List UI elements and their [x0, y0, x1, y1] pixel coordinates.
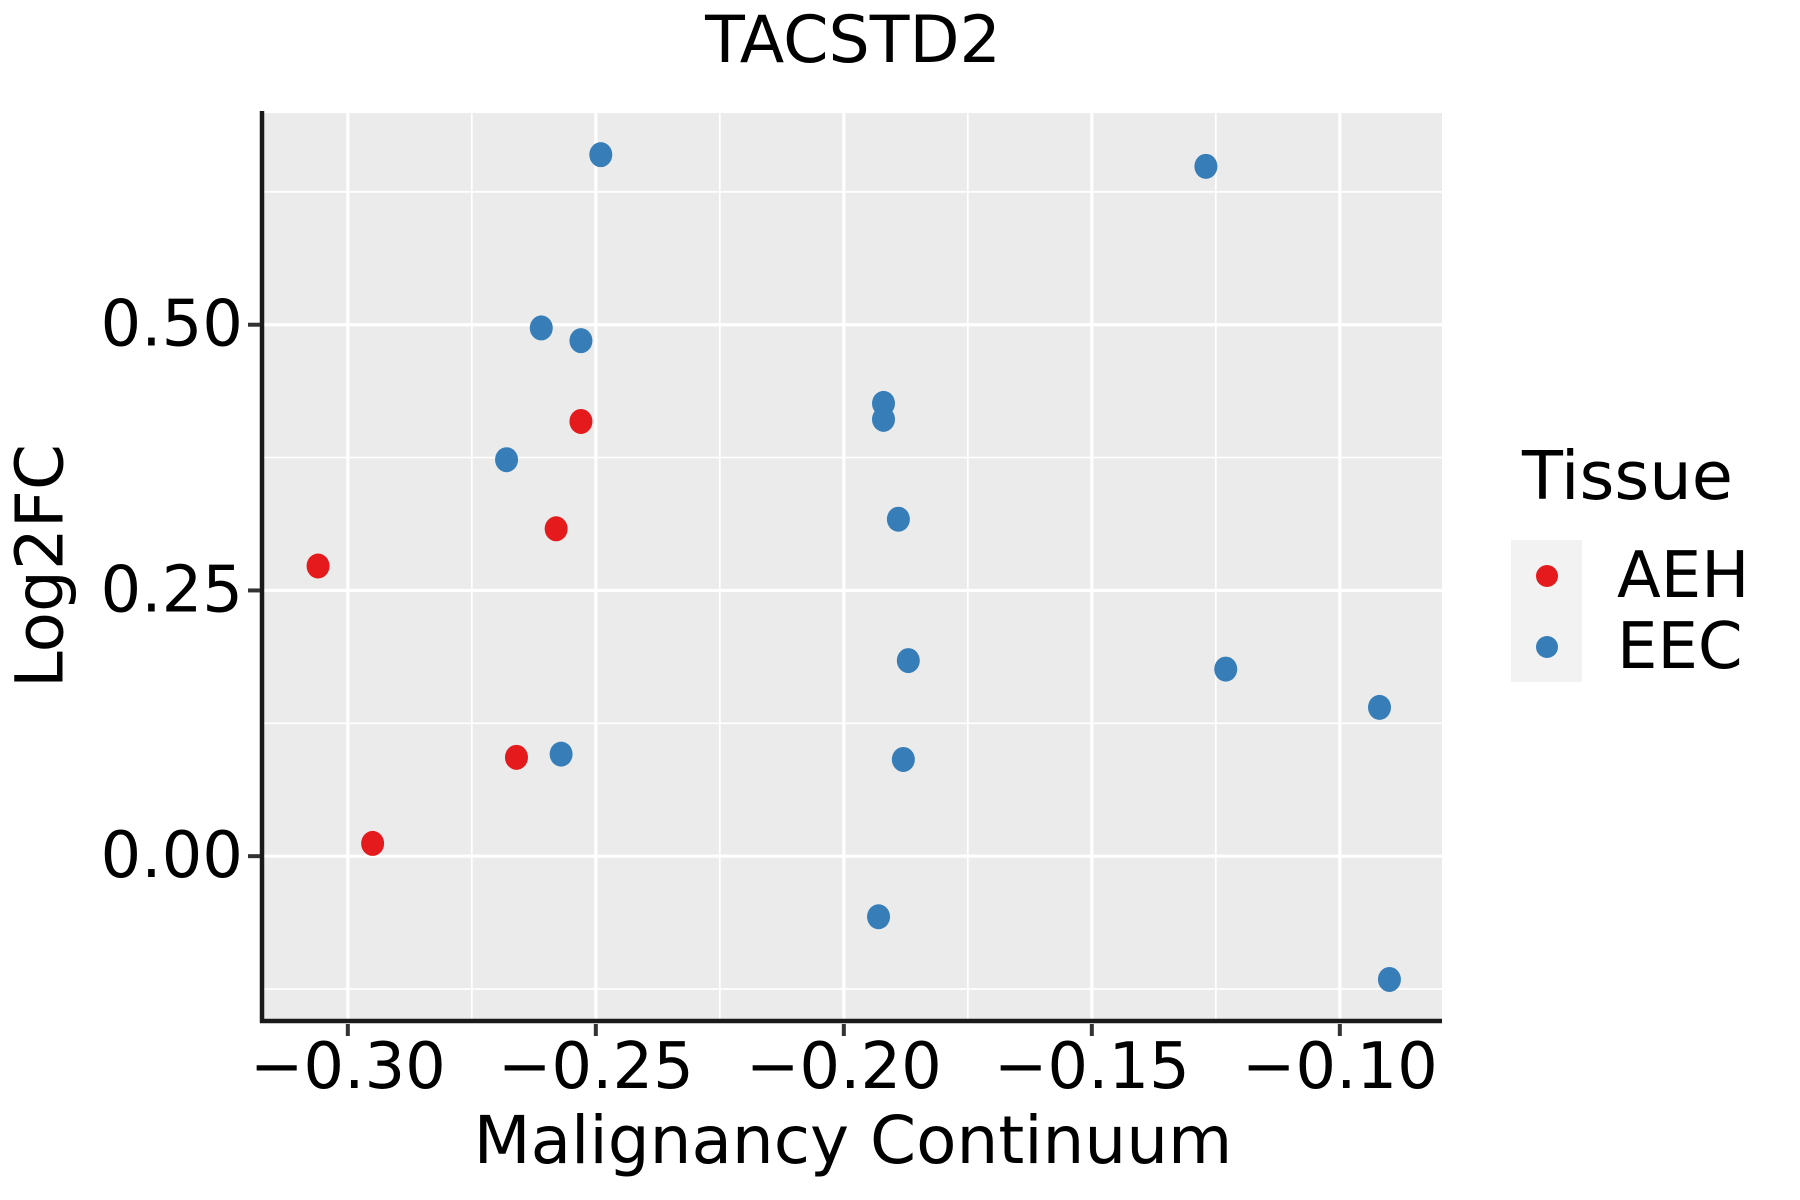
tick-marks — [248, 322, 1342, 1036]
scatter-point-aeh — [306, 553, 330, 579]
scatter-point-eec — [569, 328, 593, 354]
y-tick-label: 0.00 — [101, 819, 244, 893]
axes — [259, 111, 1442, 1024]
scatter-point-aeh — [569, 408, 593, 434]
panel-background — [264, 113, 1442, 1019]
plot-title: TACSTD2 — [705, 3, 1001, 78]
aeh-point-icon — [1535, 564, 1558, 587]
x-tick-label: −0.25 — [498, 1030, 694, 1104]
grid-major — [264, 113, 1442, 1019]
scatter-point-eec — [867, 904, 891, 930]
x-tick-label: −0.10 — [1242, 1030, 1438, 1104]
scatter-point-eec — [529, 315, 553, 341]
scatter-point-eec — [549, 741, 573, 767]
scatter-point-eec — [1377, 966, 1401, 992]
legend-entry-eec: EEC — [1511, 609, 1749, 684]
x-tick-label: −0.30 — [250, 1030, 446, 1104]
scatter-point-eec — [1368, 694, 1392, 720]
legend-title: Tissue — [1522, 437, 1733, 515]
x-tick-label: −0.20 — [746, 1030, 942, 1104]
x-tick-label: −0.15 — [994, 1030, 1190, 1104]
tick-labels: −0.30 −0.25 −0.20 −0.15 −0.10 0.00 0.25 0.50 — [101, 288, 1438, 1104]
scatter-point-eec — [1194, 153, 1218, 179]
legend-key-swatch-eec — [1511, 611, 1582, 682]
y-axis-title: Log2FC — [1, 444, 79, 688]
scatter-point-eec — [589, 142, 613, 168]
legend-key-swatch-aeh — [1511, 540, 1582, 611]
scatter-point-eec — [886, 506, 910, 532]
y-tick-label: 0.25 — [101, 553, 244, 627]
scatter-point-eec — [891, 746, 915, 772]
grid-minor — [264, 113, 1442, 1019]
series-aeh — [306, 408, 593, 856]
series-eec — [495, 142, 1401, 992]
x-axis-title: Malignancy Continuum — [473, 1102, 1233, 1179]
legend-label-eec: EEC — [1617, 609, 1743, 684]
scatter-point-eec — [1214, 656, 1238, 682]
scatter-point-eec — [495, 447, 519, 473]
scatter-point-eec — [896, 648, 920, 674]
scatter-point-aeh — [544, 516, 568, 542]
y-tick-label: 0.50 — [101, 288, 244, 362]
scatter-point-eec — [872, 406, 896, 432]
scatter-point-aeh — [504, 744, 528, 770]
data-points — [306, 142, 1401, 992]
legend-keys: AEH EEC — [1511, 538, 1750, 684]
legend-entry-aeh: AEH — [1511, 538, 1750, 613]
legend-label-aeh: AEH — [1617, 538, 1750, 613]
eec-point-icon — [1535, 635, 1558, 658]
scatter-point-aeh — [361, 830, 385, 856]
